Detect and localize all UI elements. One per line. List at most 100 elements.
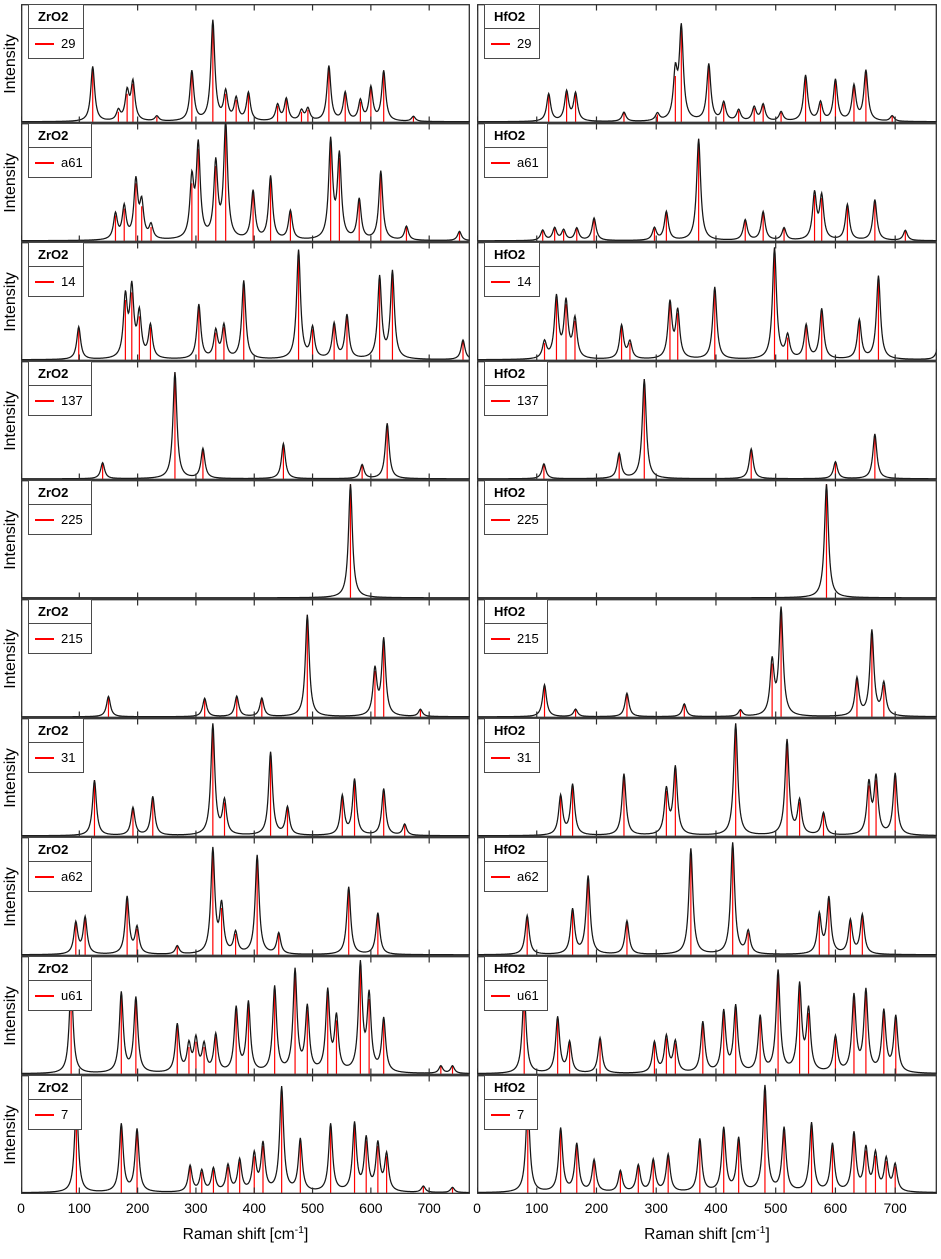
legend-structure-label: 14 — [61, 274, 76, 289]
x-axis-tick-label: 400 — [242, 1200, 266, 1216]
y-axis-label: Intensity — [2, 628, 19, 689]
x-axis-tick-label: 100 — [67, 1200, 91, 1216]
spectrum-envelope-curve — [477, 247, 937, 361]
legend-entry: 215 — [28, 623, 92, 654]
legend-structure-label: 137 — [61, 393, 83, 408]
panel-legend: HfO2 29 — [484, 4, 541, 59]
spectrum-panel — [21, 361, 470, 480]
legend-structure-label: 137 — [517, 393, 539, 408]
panel-frame — [21, 480, 470, 599]
spectrum-envelope-curve — [477, 23, 937, 123]
legend-structure-label: 14 — [517, 274, 532, 289]
spectrum-panel — [21, 1075, 470, 1194]
panel-frame — [21, 956, 470, 1075]
legend-entry: 29 — [28, 28, 85, 59]
legend-entry: a61 — [484, 147, 548, 178]
legend-line-sample — [491, 994, 510, 997]
legend-compound-title: HfO2 — [484, 4, 541, 29]
legend-structure-label: a62 — [61, 869, 83, 884]
legend-structure-label: 215 — [61, 631, 83, 646]
legend-compound-title: ZrO2 — [28, 4, 85, 29]
x-axis-title-left: Raman shift [cm-1] — [182, 1224, 309, 1244]
spectrum-panel — [477, 123, 937, 242]
legend-line-sample — [35, 756, 54, 759]
x-axis-tick-label: 400 — [704, 1200, 728, 1216]
legend-structure-label: 29 — [61, 36, 76, 51]
legend-compound-title: ZrO2 — [28, 480, 92, 505]
legend-line-sample — [491, 399, 510, 402]
x-axis-tick-label: 0 — [473, 1200, 481, 1216]
x-axis-tick-label: 500 — [300, 1200, 325, 1216]
y-axis-label: Intensity — [2, 152, 19, 213]
legend-entry: u61 — [484, 980, 548, 1011]
panel-frame — [477, 718, 937, 837]
legend-line-sample — [35, 42, 54, 45]
spectrum-envelope-curve — [477, 1084, 937, 1194]
legend-compound-title: HfO2 — [484, 837, 548, 862]
spectrum-panel — [477, 480, 937, 599]
legend-structure-label: 7 — [517, 1107, 525, 1122]
legend-line-sample — [491, 1113, 510, 1116]
spectrum-panel — [477, 956, 937, 1075]
panel-frame — [477, 361, 937, 480]
y-axis-label: Intensity — [2, 33, 19, 94]
legend-compound-title: HfO2 — [484, 480, 548, 505]
legend-compound-title: HfO2 — [484, 361, 548, 386]
spectrum-panel — [477, 4, 937, 123]
panel-frame — [21, 4, 470, 123]
legend-compound-title: HfO2 — [484, 123, 548, 148]
legend-line-sample — [35, 875, 54, 878]
spectrum-envelope-curve — [21, 960, 470, 1075]
y-axis-label: Intensity — [2, 390, 19, 451]
spectrum-envelope-curve — [477, 606, 937, 718]
spectrum-envelope-curve — [21, 614, 470, 718]
legend-compound-title: HfO2 — [484, 599, 548, 624]
panel-legend: HfO2 7 — [484, 1075, 538, 1130]
spectrum-envelope-curve — [477, 378, 937, 480]
legend-compound-title: HfO2 — [484, 718, 541, 743]
x-axis-tick-label: 700 — [883, 1200, 907, 1216]
spectrum-panel — [21, 956, 470, 1075]
legend-compound-title: HfO2 — [484, 956, 548, 981]
panel-frame — [21, 123, 470, 242]
panel-legend: ZrO2 14 — [28, 242, 85, 297]
legend-entry: 14 — [484, 266, 541, 297]
spectrum-panel — [21, 4, 470, 123]
spectrum-envelope-curve — [477, 723, 937, 837]
legend-structure-label: 225 — [61, 512, 83, 527]
panel-frame — [21, 599, 470, 718]
spectrum-envelope-curve — [21, 372, 470, 480]
panel-legend: ZrO2 a62 — [28, 837, 92, 892]
legend-structure-label: 215 — [517, 631, 539, 646]
spectrum-envelope-curve — [477, 969, 937, 1075]
legend-entry: 31 — [28, 742, 85, 773]
legend-compound-title: ZrO2 — [28, 718, 85, 743]
legend-compound-title: HfO2 — [484, 1075, 538, 1100]
spectrum-envelope-curve — [21, 19, 470, 123]
spectrum-envelope-curve — [21, 1086, 470, 1194]
x-axis-tick-label: 300 — [184, 1200, 208, 1216]
panel-legend: ZrO2 7 — [28, 1075, 82, 1130]
legend-structure-label: 31 — [517, 750, 532, 765]
legend-line-sample — [35, 161, 54, 164]
legend-line-sample — [491, 875, 510, 878]
spectrum-panel — [477, 1075, 937, 1194]
legend-line-sample — [35, 994, 54, 997]
panel-legend: HfO2 u61 — [484, 956, 548, 1011]
legend-line-sample — [491, 280, 510, 283]
x-axis-tick-label: 600 — [823, 1200, 848, 1216]
spectrum-envelope-curve — [21, 249, 470, 361]
panel-legend: HfO2 215 — [484, 599, 548, 654]
legend-entry: a62 — [28, 861, 92, 892]
legend-compound-title: ZrO2 — [28, 361, 92, 386]
spectrum-panel — [21, 718, 470, 837]
spectrum-panel — [21, 837, 470, 956]
legend-entry: 7 — [484, 1099, 538, 1130]
legend-line-sample — [35, 280, 54, 283]
legend-compound-title: ZrO2 — [28, 837, 92, 862]
legend-line-sample — [35, 637, 54, 640]
legend-line-sample — [35, 518, 54, 521]
panel-legend: ZrO2 31 — [28, 718, 85, 773]
legend-structure-label: u61 — [517, 988, 539, 1003]
